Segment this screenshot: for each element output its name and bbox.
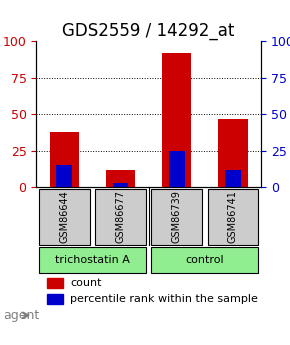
FancyBboxPatch shape xyxy=(39,247,146,274)
Bar xyxy=(162,53,191,187)
Bar xyxy=(57,166,72,187)
Text: trichostatin A: trichostatin A xyxy=(55,255,130,265)
FancyBboxPatch shape xyxy=(95,188,146,245)
Text: count: count xyxy=(70,278,102,288)
Bar xyxy=(218,119,248,187)
FancyBboxPatch shape xyxy=(208,188,258,245)
Bar xyxy=(50,132,79,187)
FancyBboxPatch shape xyxy=(151,247,258,274)
Text: percentile rank within the sample: percentile rank within the sample xyxy=(70,294,258,304)
Text: GSM86677: GSM86677 xyxy=(115,190,126,243)
Bar xyxy=(106,170,135,187)
Bar xyxy=(225,170,241,187)
Bar xyxy=(113,183,128,187)
Title: GDS2559 / 14292_at: GDS2559 / 14292_at xyxy=(62,22,235,40)
Text: GSM86644: GSM86644 xyxy=(59,190,69,243)
FancyBboxPatch shape xyxy=(39,188,90,245)
FancyBboxPatch shape xyxy=(151,188,202,245)
Text: GSM86739: GSM86739 xyxy=(172,190,182,243)
Bar xyxy=(48,278,63,288)
Text: GSM86741: GSM86741 xyxy=(228,190,238,243)
Text: agent: agent xyxy=(3,309,39,322)
Text: control: control xyxy=(186,255,224,265)
Bar xyxy=(48,294,63,304)
Bar xyxy=(169,151,185,187)
